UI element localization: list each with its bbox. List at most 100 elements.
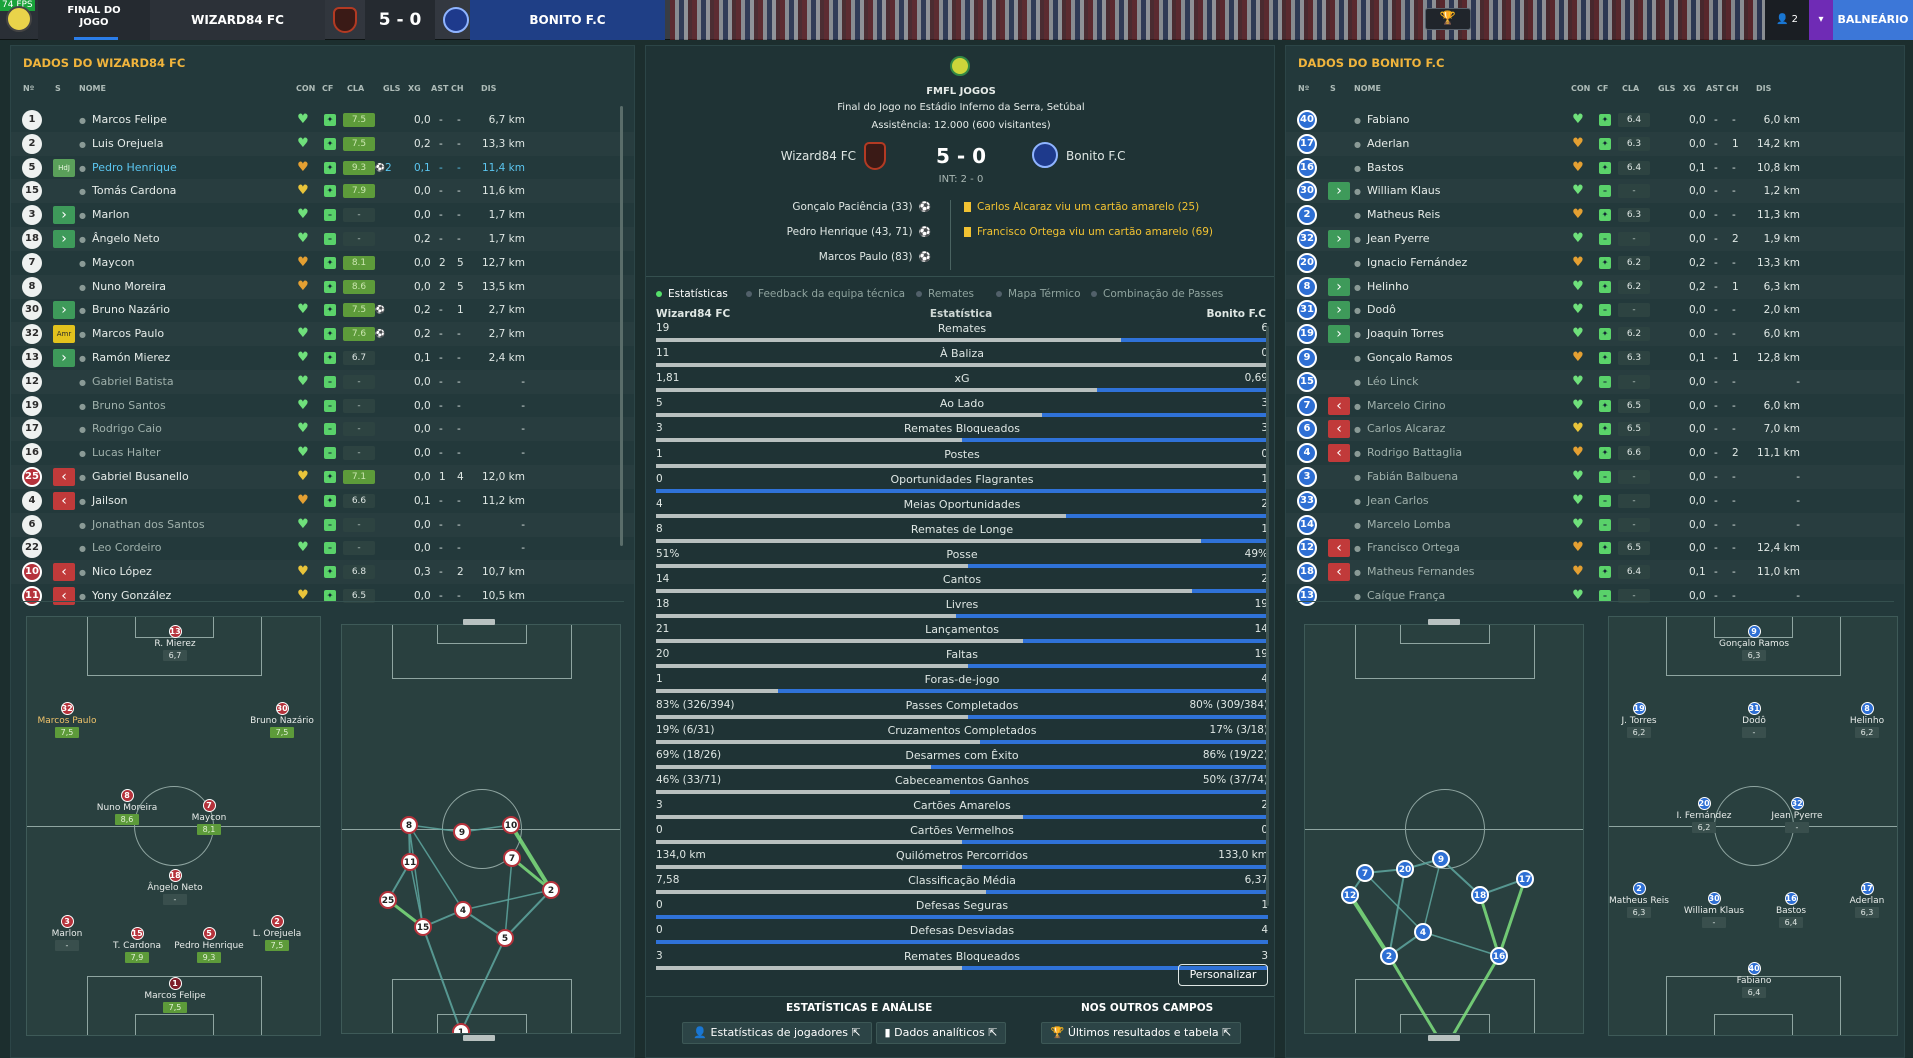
player-name[interactable]: ● Ignacio Fernández — [1354, 256, 1467, 269]
pass-node[interactable]: 7 — [1356, 864, 1374, 882]
player-row[interactable]: 4 ‹ ● Rodrigo Battaglia ♥ ✦ 6.6 0,0- 2 11,1 km — [1286, 441, 1904, 465]
player-info-icon[interactable]: ● — [1354, 116, 1361, 125]
home-team-name[interactable]: WIZARD84 FC — [150, 0, 325, 40]
player-row[interactable]: 4 ‹ ● Jailson ♥ ✦ 6.6 0,1- -11,2 km — [11, 489, 634, 513]
player-info-icon[interactable]: ● — [79, 330, 86, 340]
player-name[interactable]: ● Francisco Ortega — [1354, 541, 1460, 554]
pass-node[interactable]: 9 — [453, 823, 471, 841]
pass-node[interactable]: 9 — [1432, 850, 1450, 868]
player-row[interactable]: 14 ● Marcelo Lomba ♥ – -0,0- - - — [1286, 513, 1904, 537]
formation-player[interactable]: 17 Aderlan 6,3 — [1827, 882, 1897, 918]
player-row[interactable]: 8 ● Nuno Moreira ♥ ✦ 8.6 0,0 2 5 13,5 km — [11, 275, 634, 299]
player-info-icon[interactable]: ● — [1354, 139, 1361, 149]
player-info-icon[interactable]: ● — [79, 377, 86, 387]
player-name[interactable]: ● Luis Orejuela — [79, 137, 163, 150]
player-row[interactable]: 2 ● Luis Orejuela ♥ ✦ 7.5 0,2- -13,3 km — [11, 132, 634, 156]
formation-player[interactable]: 5 Pedro Henrique 9,3 — [169, 927, 249, 963]
pass-node[interactable]: 18 — [1471, 886, 1489, 904]
player-stats-button[interactable]: 👤 Estatísticas de jogadores ⇱ — [682, 1022, 872, 1044]
player-info-icon[interactable]: ● — [1354, 330, 1361, 340]
player-name[interactable]: ● Gabriel Busanello — [79, 470, 189, 483]
pitch-knob-bottom[interactable] — [1428, 1035, 1460, 1041]
player-row[interactable]: 13 › ● Ramón Mierez ♥ ✦ 6.7 0,1- -2,4 km — [11, 346, 634, 370]
player-name[interactable]: ● Pedro Henrique — [79, 161, 177, 174]
pass-node[interactable]: 7 — [503, 849, 521, 867]
player-name[interactable]: ● Fabiano — [1354, 113, 1410, 126]
player-name[interactable]: ● Fabián Balbuena — [1354, 470, 1458, 483]
player-name[interactable]: ● Ângelo Neto — [79, 232, 160, 245]
pass-node[interactable]: 8 — [400, 816, 418, 834]
formation-player[interactable]: 9 Gonçalo Ramos 6,3 — [1714, 625, 1794, 661]
pass-node[interactable]: 10 — [502, 816, 520, 834]
player-name[interactable]: ● Maycon — [79, 256, 134, 269]
pass-node[interactable]: 11 — [401, 853, 419, 871]
player-name[interactable]: ● Gonçalo Ramos — [1354, 351, 1453, 364]
player-name[interactable]: ● Jean Pyerre — [1354, 232, 1430, 245]
formation-player[interactable]: 16 Bastos 6,4 — [1751, 892, 1831, 928]
home-table-scrollbar[interactable] — [620, 106, 623, 546]
player-info-icon[interactable]: ● — [1354, 258, 1361, 268]
formation-player[interactable]: 2 L. Orejuela 7,5 — [237, 915, 317, 951]
player-name[interactable]: ● Marcelo Cirino — [1354, 399, 1446, 412]
player-row[interactable]: 12 ● Gabriel Batista ♥ – -0,0- - - — [11, 370, 634, 394]
formation-player[interactable]: 32 Jean Pyerre - — [1757, 797, 1837, 833]
player-name[interactable]: ● Lucas Halter — [79, 446, 161, 459]
player-name[interactable]: ● Marcos Paulo — [79, 327, 164, 340]
player-info-icon[interactable]: ● — [79, 520, 86, 530]
player-row[interactable]: 8 › ● Helinho ♥ ✦ 6.2 0,2- 1 6,3 km — [1286, 275, 1904, 299]
player-name[interactable]: ● Carlos Alcaraz — [1354, 422, 1445, 435]
player-name[interactable]: ● Tomás Cardona — [79, 184, 176, 197]
tab-4[interactable]: Combinação de Passes — [1091, 288, 1223, 300]
player-info-icon[interactable]: ● — [1354, 187, 1361, 197]
player-row[interactable]: 3 › ● Marlon ♥ – -0,0- -1,7 km — [11, 203, 634, 227]
player-info-icon[interactable]: ● — [1354, 401, 1361, 411]
formation-player[interactable]: 32 Marcos Paulo 7,5 — [27, 702, 107, 738]
trophy-icon[interactable]: 🏆 — [1425, 8, 1471, 30]
pass-node[interactable]: 4 — [1414, 923, 1432, 941]
player-row[interactable]: 18 › ● Ângelo Neto ♥ – -0,2- -1,7 km — [11, 227, 634, 251]
pass-node[interactable]: 25 — [379, 891, 397, 909]
player-row[interactable]: 30 › ● Bruno Nazário ♥ ✦ 7.5 ⚽ 0,2- 1 2,7 km — [11, 298, 634, 322]
player-info-icon[interactable]: ● — [79, 139, 86, 149]
player-name[interactable]: ● Ramón Mierez — [79, 351, 170, 364]
player-row[interactable]: 31 › ● Dodô ♥ – -0,0- -2,0 km — [1286, 298, 1904, 322]
formation-player[interactable]: 3 Marlon - — [27, 915, 107, 951]
mid-home-name[interactable]: Wizard84 FC — [780, 149, 856, 163]
stats-scrollbar[interactable] — [1266, 326, 1269, 906]
player-name[interactable]: ● Matheus Fernandes — [1354, 565, 1474, 578]
player-name[interactable]: ● Caíque França — [1354, 589, 1445, 602]
formation-player[interactable]: 31 Dodô - — [1714, 702, 1794, 738]
player-name[interactable]: ● William Klaus — [1354, 184, 1441, 197]
player-row[interactable]: 13 ● Caíque França ♥ – -0,0- - - — [1286, 584, 1904, 608]
pass-node[interactable]: 12 — [1341, 886, 1359, 904]
tab-2[interactable]: Remates — [916, 288, 974, 300]
player-row[interactable]: 12 ‹ ● Francisco Ortega ♥ ✦ 6.5 0,0- -12,4 km — [1286, 536, 1904, 560]
player-info-icon[interactable]: ● — [79, 306, 86, 316]
player-row[interactable]: 25 ‹ ● Gabriel Busanello ♥ ✦ 7.1 0,0 1 4 12,0 km — [11, 465, 634, 489]
player-info-icon[interactable]: ● — [1354, 425, 1361, 435]
player-row[interactable]: 30 › ● William Klaus ♥ – -0,0- -1,2 km — [1286, 179, 1904, 203]
player-name[interactable]: ● Marlon — [79, 208, 130, 221]
player-row[interactable]: 1 ● Marcos Felipe ♥ ✦ 7.5 0,0- -6,7 km — [11, 108, 634, 132]
formation-player[interactable]: 15 T. Cardona 7,9 — [97, 927, 177, 963]
player-info-icon[interactable]: ● — [1354, 449, 1361, 459]
player-row[interactable]: 22 ● Leo Cordeiro ♥ – -0,0- - - — [11, 536, 634, 560]
player-info-icon[interactable]: ● — [1354, 306, 1361, 316]
away-team-name[interactable]: BONITO F.C — [470, 0, 665, 40]
player-info-icon[interactable]: ● — [79, 163, 86, 173]
locker-room-button[interactable]: BALNEÁRIO — [1833, 0, 1913, 40]
player-row[interactable]: 15 ● Tomás Cardona ♥ ✦ 7.9 0,0- -11,6 km — [11, 179, 634, 203]
player-row[interactable]: 19 ● Bruno Santos ♥ – -0,0- - - — [11, 394, 634, 418]
player-name[interactable]: ● Gabriel Batista — [79, 375, 174, 388]
tab-3[interactable]: Mapa Térmico — [996, 288, 1081, 300]
formation-player[interactable]: 7 Maycon 8,1 — [169, 799, 249, 835]
pass-node[interactable]: 15 — [414, 918, 432, 936]
player-row[interactable]: 32 Amr ● Marcos Paulo ♥ ✦ 7.6 ⚽ 0,2- -2,7 km — [11, 322, 634, 346]
player-row[interactable]: 40 ● Fabiano ♥ ✦ 6.4 0,0- -6,0 km — [1286, 108, 1904, 132]
player-row[interactable]: 19 › ● Joaquin Torres ♥ ✦ 6.2 0,0- -6,0 km — [1286, 322, 1904, 346]
player-info-icon[interactable]: ● — [79, 211, 86, 221]
personalize-button[interactable]: Personalizar — [1178, 964, 1268, 986]
player-row[interactable]: 11 ‹ ● Yony González ♥ ✦ 6.5 0,0- -10,5 km — [11, 584, 634, 608]
users-button[interactable]: 👤 2 — [1765, 0, 1809, 40]
player-info-icon[interactable]: ● — [1354, 354, 1361, 363]
